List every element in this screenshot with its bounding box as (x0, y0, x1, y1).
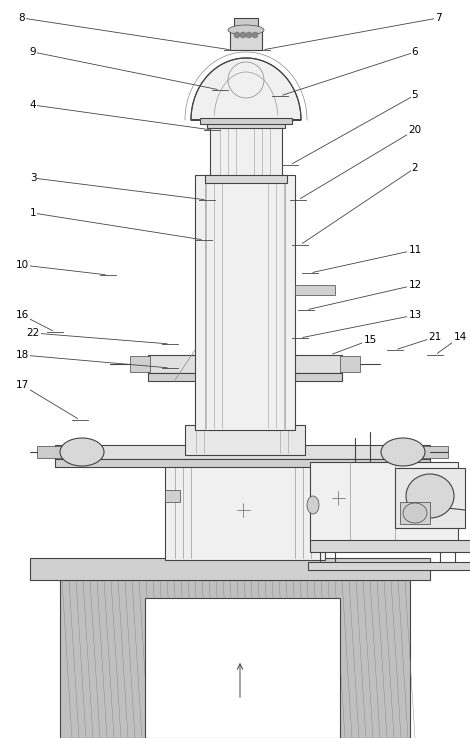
Text: 1: 1 (30, 208, 36, 218)
Bar (145, 598, 340, 738)
Bar (340, 356, 360, 372)
Ellipse shape (234, 32, 240, 38)
Ellipse shape (381, 438, 425, 466)
Ellipse shape (240, 32, 246, 38)
Text: 6: 6 (412, 47, 418, 57)
Bar (310, 540, 470, 552)
Text: 9: 9 (30, 47, 36, 57)
Bar (423, 446, 448, 458)
Bar (148, 355, 342, 373)
Bar (148, 373, 342, 381)
Bar (55, 459, 430, 467)
Bar (165, 490, 180, 502)
Bar (37, 446, 62, 458)
Text: 3: 3 (30, 173, 36, 183)
Text: 8: 8 (19, 13, 25, 23)
Text: 20: 20 (408, 125, 422, 135)
Text: 21: 21 (428, 332, 442, 342)
Ellipse shape (406, 474, 454, 518)
Bar (210, 120, 282, 178)
Text: 10: 10 (16, 260, 29, 270)
Bar (185, 425, 305, 455)
Bar (30, 558, 430, 580)
Text: 14: 14 (454, 332, 467, 342)
Bar (195, 175, 295, 430)
Bar (395, 468, 465, 528)
Bar (55, 445, 430, 459)
Text: 12: 12 (408, 280, 422, 290)
Text: 17: 17 (16, 380, 29, 390)
Text: 5: 5 (412, 90, 418, 100)
Text: 22: 22 (26, 328, 39, 338)
Polygon shape (191, 58, 301, 120)
Ellipse shape (60, 438, 104, 466)
Bar (310, 462, 458, 542)
Text: 11: 11 (408, 245, 422, 255)
Ellipse shape (307, 496, 319, 514)
Text: 7: 7 (435, 13, 441, 23)
Text: 2: 2 (412, 163, 418, 173)
Text: 18: 18 (16, 350, 29, 360)
Bar (207, 120, 285, 128)
Bar (234, 18, 258, 32)
Text: 15: 15 (363, 335, 376, 345)
Text: 16: 16 (16, 310, 29, 320)
Bar (205, 175, 287, 183)
Text: 4: 4 (30, 100, 36, 110)
Ellipse shape (403, 503, 427, 523)
Bar (200, 118, 292, 124)
Bar (165, 455, 325, 560)
Bar (130, 356, 150, 372)
Bar (308, 562, 470, 570)
Text: 13: 13 (408, 310, 422, 320)
Ellipse shape (246, 32, 252, 38)
Ellipse shape (228, 25, 264, 35)
Bar (60, 580, 410, 738)
Bar (230, 30, 262, 50)
Bar (295, 285, 335, 295)
Ellipse shape (252, 32, 258, 38)
Bar (400, 502, 430, 524)
